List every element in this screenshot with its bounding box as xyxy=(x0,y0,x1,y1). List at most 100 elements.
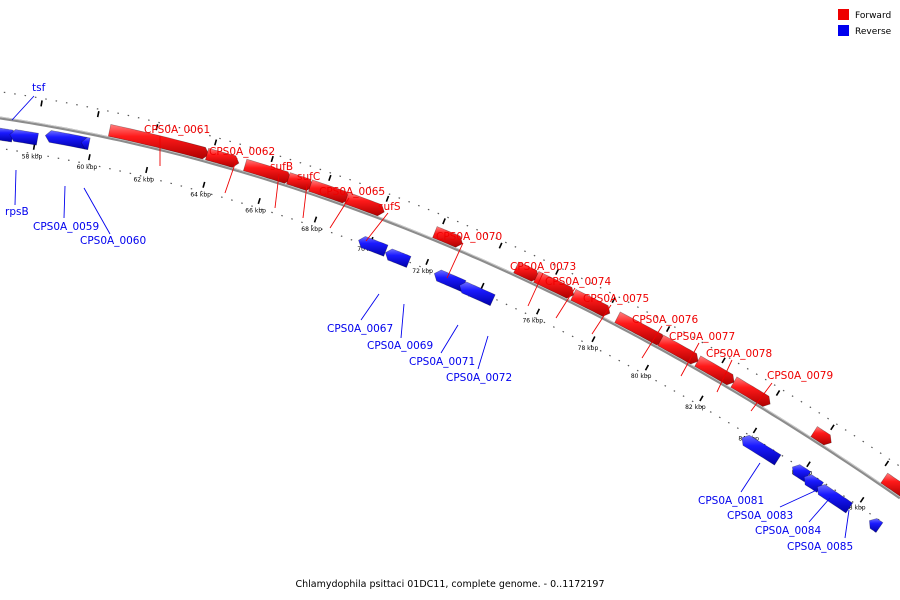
label-CPS0A_0077-leader xyxy=(680,342,700,377)
label-sufS: sufS xyxy=(378,201,401,213)
legend: Forward Reverse xyxy=(838,9,892,37)
label-rpsB-leader xyxy=(14,169,17,206)
label-CPS0A_0062-leader xyxy=(224,157,238,194)
label-CPS0A_0069-leader xyxy=(400,303,405,339)
scale-tick-upper xyxy=(270,155,274,163)
tick-label: 78 kbp xyxy=(578,345,599,352)
label-CPS0A_0070-leader xyxy=(446,242,464,279)
forward-gene-unlabeled-15 xyxy=(880,472,900,497)
backbone-line xyxy=(0,116,900,500)
label-CPS0A_0078-leader xyxy=(716,359,733,393)
forward-gene-CPS0A_0074 xyxy=(533,270,575,299)
scale-tick xyxy=(313,216,318,223)
forward-gene-CPS0A_0078 xyxy=(694,355,735,386)
tick-label: 66 kbp xyxy=(245,208,266,215)
label-sufS-leader xyxy=(365,212,389,242)
label-CPS0A_0072-leader xyxy=(477,335,489,370)
label-CPS0A_0060-leader xyxy=(83,187,111,235)
scale-tick xyxy=(480,282,485,289)
label-CPS0A_0059: CPS0A_0059 xyxy=(33,221,99,233)
scale-tick xyxy=(699,395,704,402)
tick-label: 80 kbp xyxy=(631,373,652,380)
scale-tick-upper xyxy=(498,242,503,249)
label-CPS0A_0084: CPS0A_0084 xyxy=(755,525,821,537)
tick-label: 60 kbp xyxy=(77,164,98,171)
label-CPS0A_0078: CPS0A_0078 xyxy=(706,348,772,360)
legend-reverse-swatch xyxy=(838,25,849,36)
forward-gene-sufS xyxy=(344,192,385,217)
reverse-gene-CPS0A_0085 xyxy=(817,484,854,514)
scale-tick xyxy=(425,258,430,265)
legend-forward-swatch xyxy=(838,9,849,20)
scale-tick-upper xyxy=(611,297,616,304)
forward-gene-CPS0A_0075 xyxy=(570,288,611,317)
label-CPS0A_0076: CPS0A_0076 xyxy=(632,314,698,326)
scale-tick xyxy=(591,336,596,343)
scale-tick-upper xyxy=(775,389,781,396)
label-CPS0A_0075-leader xyxy=(591,304,612,335)
label-tsf-leader xyxy=(11,95,35,121)
tick-label: 76 kbp xyxy=(522,317,543,324)
label-tsf: tsf xyxy=(32,82,46,94)
label-CPS0A_0085-leader xyxy=(844,509,850,539)
label-CPS0A_0077: CPS0A_0077 xyxy=(669,331,735,343)
reverse-gene-CPS0A_0067 xyxy=(358,236,389,257)
reverse-gene-CPS0A_0081 xyxy=(741,434,782,466)
label-CPS0A_0081-leader xyxy=(740,462,761,493)
scale-tick-upper xyxy=(665,326,671,333)
label-sufB: sufB xyxy=(270,161,293,173)
legend-forward-label: Forward xyxy=(855,11,891,21)
scale-tick xyxy=(257,197,261,205)
label-CPS0A_0067-leader xyxy=(360,293,380,321)
label-CPS0A_0061: CPS0A_0061 xyxy=(144,124,210,136)
label-CPS0A_0075: CPS0A_0075 xyxy=(583,293,649,305)
label-CPS0A_0067: CPS0A_0067 xyxy=(327,323,393,335)
scale-tick-upper xyxy=(40,100,43,107)
label-CPS0A_0079-leader xyxy=(750,382,773,412)
label-CPS0A_0085: CPS0A_0085 xyxy=(787,541,853,553)
label-CPS0A_0059-leader xyxy=(63,185,66,219)
scale-tick xyxy=(644,364,650,371)
label-CPS0A_0083: CPS0A_0083 xyxy=(727,510,793,522)
forward-gene-CPS0A_0077 xyxy=(657,334,699,365)
scale-tick xyxy=(752,427,758,434)
label-sufB-leader xyxy=(274,173,280,209)
label-CPS0A_0071: CPS0A_0071 xyxy=(409,356,475,368)
scale-tick-upper xyxy=(555,268,560,275)
label-CPS0A_0060: CPS0A_0060 xyxy=(80,235,146,247)
reverse-gene-CPS0A_0060 xyxy=(80,137,91,150)
label-rpsB: rpsB xyxy=(5,206,29,218)
scale-tick-upper xyxy=(884,460,890,467)
scale-tick-upper xyxy=(328,174,332,182)
scale-tick-upper xyxy=(385,195,390,202)
genome-caption: Chlamydophila psittaci 01DC11, complete … xyxy=(295,579,604,590)
label-sufC-leader xyxy=(302,183,308,219)
label-CPS0A_0081: CPS0A_0081 xyxy=(698,495,764,507)
label-CPS0A_0076-leader xyxy=(641,325,663,359)
label-CPS0A_0065-leader xyxy=(329,197,350,229)
inner-dotted-guide xyxy=(0,147,884,524)
label-CPS0A_0083-leader xyxy=(779,489,818,508)
genome-backbone xyxy=(0,116,900,500)
scale-tick xyxy=(32,143,36,150)
label-CPS0A_0071-leader xyxy=(440,324,459,354)
label-CPS0A_0073-leader xyxy=(527,272,544,307)
reverse-gene-CPS0A_0072 xyxy=(459,281,496,307)
scale-tick xyxy=(145,166,149,174)
scale-tick-upper xyxy=(214,139,218,146)
label-CPS0A_0069: CPS0A_0069 xyxy=(367,340,433,352)
tick-label: 72 kbp xyxy=(412,268,433,275)
forward-genes xyxy=(107,124,900,497)
label-CPS0A_0065: CPS0A_0065 xyxy=(319,186,385,198)
scale-tick-upper xyxy=(442,218,446,225)
forward-gene-CPS0A_0062 xyxy=(205,147,240,168)
label-CPS0A_0074-leader xyxy=(555,287,576,319)
forward-gene-unlabeled-14 xyxy=(810,426,832,446)
label-CPS0A_0070: CPS0A_0070 xyxy=(436,231,502,243)
label-CPS0A_0079: CPS0A_0079 xyxy=(767,370,833,382)
label-CPS0A_0084-leader xyxy=(808,497,831,523)
scale-tick xyxy=(806,461,811,468)
